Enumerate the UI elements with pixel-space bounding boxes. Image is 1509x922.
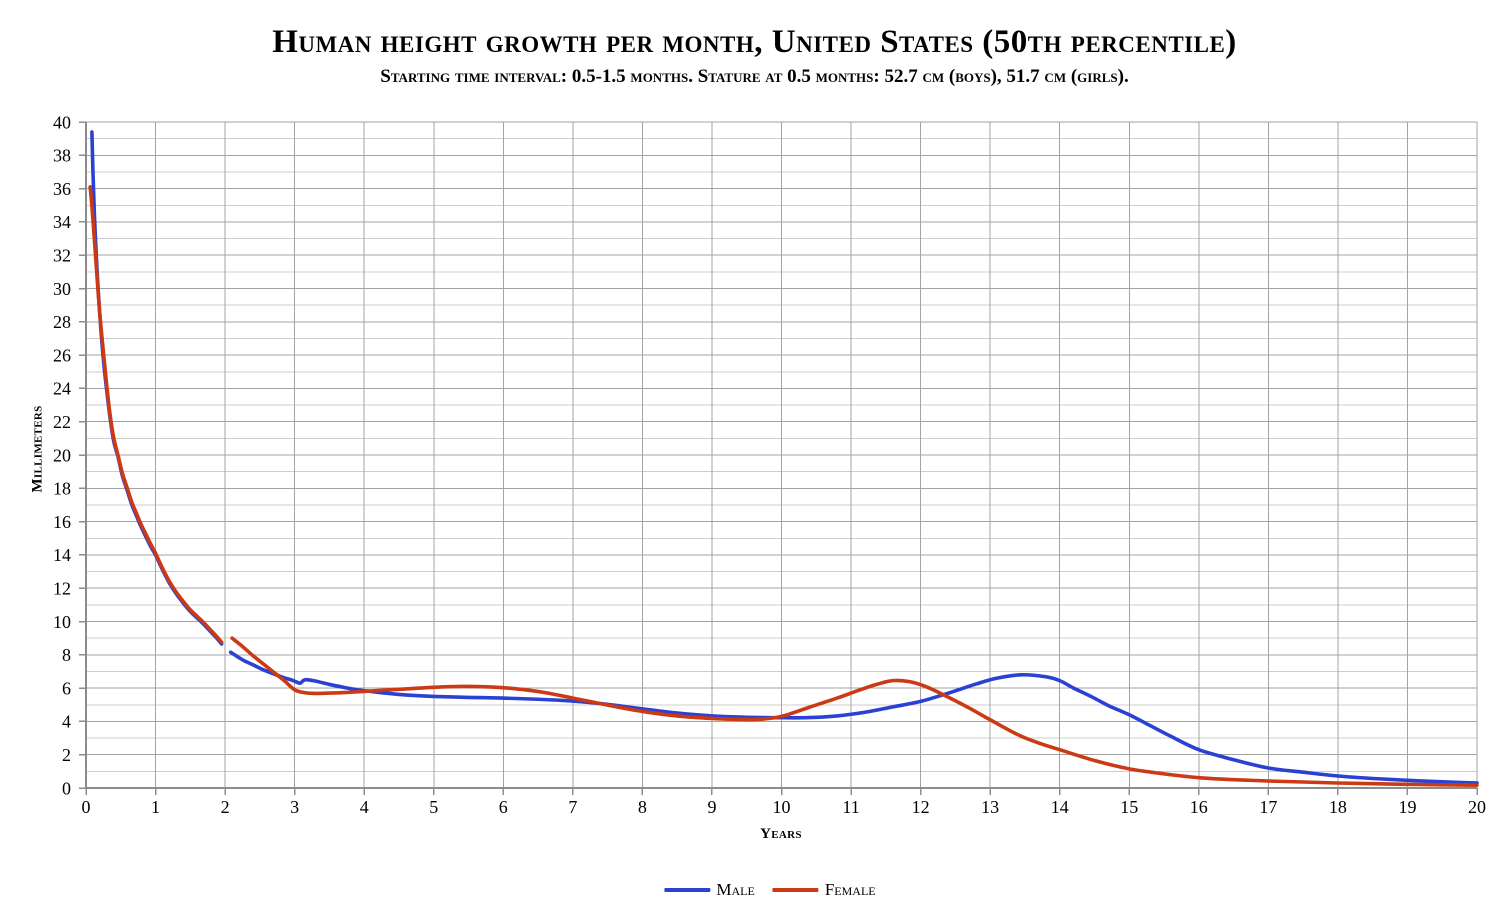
x-tick-label: 6 xyxy=(499,797,508,817)
y-tick-label: 2 xyxy=(62,745,71,765)
female-series-line xyxy=(88,185,224,645)
x-tick-label: 2 xyxy=(221,797,230,817)
x-tick-label: 3 xyxy=(290,797,299,817)
legend-swatch-female xyxy=(772,888,819,892)
x-tick-label: 7 xyxy=(568,797,577,817)
y-tick-label: 36 xyxy=(53,179,71,199)
y-tick-label: 30 xyxy=(53,279,71,299)
x-axis-title: Years xyxy=(760,826,802,842)
x-tick-label: 1 xyxy=(151,797,160,817)
y-tick-label: 0 xyxy=(62,778,71,798)
x-tick-label: 17 xyxy=(1259,797,1277,817)
y-tick-label: 8 xyxy=(62,645,71,665)
legend-label-male: Male xyxy=(716,880,755,899)
chart-subtitle: Starting time interval: 0.5-1.5 months. … xyxy=(380,66,1129,87)
x-tick-label: 13 xyxy=(981,797,999,817)
x-tick-label: 8 xyxy=(638,797,647,817)
legend-item-female: Female xyxy=(772,880,876,900)
x-tick-label: 15 xyxy=(1120,797,1138,817)
y-tick-label: 16 xyxy=(53,512,71,532)
y-tick-label: 28 xyxy=(53,312,71,332)
y-tick-label: 10 xyxy=(53,612,71,632)
y-tick-label: 34 xyxy=(53,212,71,232)
x-tick-label: 18 xyxy=(1329,797,1347,817)
y-tick-label: 4 xyxy=(62,712,71,732)
male-series-line xyxy=(228,650,1479,785)
x-tick-label: 4 xyxy=(360,797,369,817)
x-tick-label: 5 xyxy=(429,797,438,817)
chart-title: Human height growth per month, United St… xyxy=(272,24,1237,60)
y-tick-label: 6 xyxy=(62,678,71,698)
x-tick-label: 11 xyxy=(842,797,859,817)
legend-label-female: Female xyxy=(824,880,876,899)
legend-item-male: Male xyxy=(664,880,755,900)
x-tick-label: 10 xyxy=(773,797,791,817)
x-tick-label: 19 xyxy=(1398,797,1416,817)
x-tick-label: 9 xyxy=(707,797,716,817)
x-tick-label: 20 xyxy=(1468,797,1486,817)
y-tick-label: 40 xyxy=(53,112,71,132)
y-tick-label: 22 xyxy=(53,412,71,432)
y-tick-label: 26 xyxy=(53,345,71,365)
y-tick-label: 24 xyxy=(53,379,71,399)
x-tick-label: 0 xyxy=(82,797,91,817)
y-tick-label: 18 xyxy=(53,479,71,499)
y-tick-label: 12 xyxy=(53,579,71,599)
x-tick-label: 12 xyxy=(912,797,930,817)
x-tick-label: 14 xyxy=(1051,797,1069,817)
y-tick-label: 20 xyxy=(53,445,71,465)
legend: Male Female xyxy=(664,880,876,900)
y-tick-label: 32 xyxy=(53,246,71,266)
x-tick-label: 16 xyxy=(1190,797,1208,817)
y-tick-label: 14 xyxy=(53,545,71,565)
y-tick-label: 38 xyxy=(53,146,71,166)
legend-swatch-male xyxy=(664,888,711,892)
female-series-line xyxy=(230,636,1479,787)
